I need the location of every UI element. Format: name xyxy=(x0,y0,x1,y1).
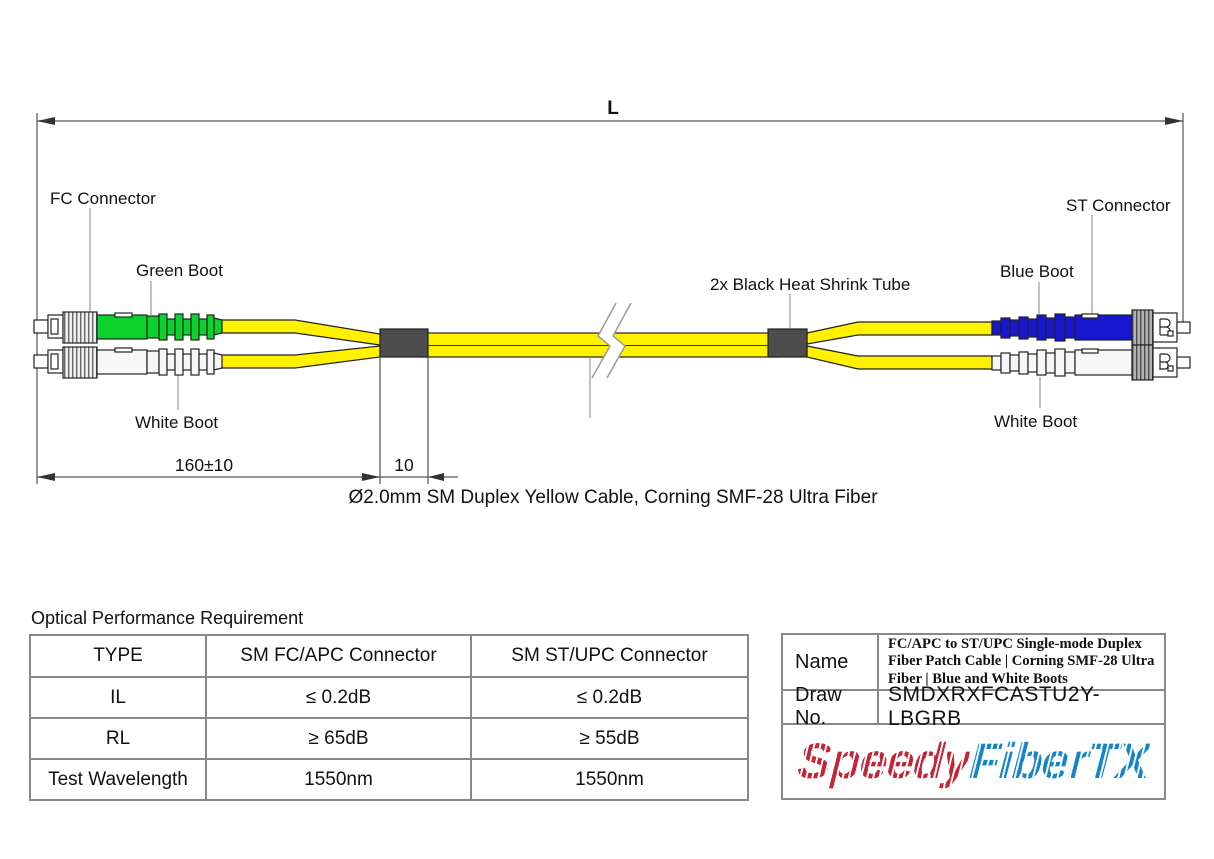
cable-drawing: L xyxy=(33,98,1191,508)
fc-key-notch xyxy=(114,347,133,353)
column-header: TYPE xyxy=(29,634,207,678)
table-row: RL ≥ 65dB ≥ 55dB xyxy=(29,717,749,760)
fc-value: 1550nm xyxy=(205,758,472,801)
table-row: IL ≤ 0.2dB ≤ 0.2dB xyxy=(29,676,749,719)
fc-knurled-nut xyxy=(62,311,98,344)
st-key-notch xyxy=(1081,348,1099,354)
draw-no-value: SMDXRXFCASTU2Y-LBGRB xyxy=(888,683,1101,730)
arrow-right-icon xyxy=(1165,117,1183,125)
dim-10-label: 10 xyxy=(394,455,414,475)
column-header: SM ST/UPC Connector xyxy=(470,634,749,678)
arrow-left-icon xyxy=(37,117,55,125)
st-value: ≥ 55dB xyxy=(470,717,749,760)
st-value: 1550nm xyxy=(470,758,749,801)
st-connector-white xyxy=(991,344,1191,381)
cable-caption: Ø2.0mm SM Duplex Yellow Cable, Corning S… xyxy=(348,487,878,508)
white-boot-and-body xyxy=(991,348,1133,377)
green-body-and-boot xyxy=(96,313,223,341)
white-body-and-boot xyxy=(96,348,223,376)
fc-connector-white xyxy=(33,346,223,379)
heat-shrink-label: 2x Black Heat Shrink Tube xyxy=(710,275,910,294)
st-bayonet-collar xyxy=(1131,344,1154,381)
st-key-notch xyxy=(1081,313,1099,319)
arrow-left-icon xyxy=(37,473,55,481)
speedyfibertx-logo: SpeedyFiberTX xyxy=(796,732,1151,789)
left-cables xyxy=(219,319,381,369)
draw-no-label: Draw No. xyxy=(783,684,879,729)
fc-knurled-nut xyxy=(62,346,98,379)
performance-table: TYPE SM FC/APC Connector SM ST/UPC Conne… xyxy=(29,634,749,801)
part-labels: FC Connector Green Boot White Boot 2x Bl… xyxy=(50,189,1171,432)
white-boot-left-label: White Boot xyxy=(135,413,218,432)
white-boot-right-label: White Boot xyxy=(994,412,1077,431)
column-header: SM FC/APC Connector xyxy=(205,634,472,678)
logo-speedy-text: Speedy xyxy=(796,732,972,789)
st-ferrule-stub xyxy=(1176,356,1191,369)
blue-boot-and-body xyxy=(991,313,1133,342)
logo-row: SpeedyFiberTX xyxy=(783,725,1164,796)
length-dimension xyxy=(36,113,1184,484)
blue-boot-label: Blue Boot xyxy=(1000,262,1074,281)
dim-160-label: 160±10 xyxy=(175,455,234,475)
performance-table-title: Optical Performance Requirement xyxy=(31,608,304,628)
row-type: Test Wavelength xyxy=(29,758,207,801)
right-cables xyxy=(806,321,993,370)
st-bayonet-collar xyxy=(1131,309,1154,346)
arrow-left-icon xyxy=(428,473,444,481)
st-ferrule-stub xyxy=(1176,321,1191,334)
fc-connector-green xyxy=(33,311,223,344)
fc-connector-label: FC Connector xyxy=(50,189,156,208)
logo-fibertx-text: FiberTX xyxy=(967,732,1151,789)
st-value: ≤ 0.2dB xyxy=(470,676,749,719)
row-type: IL xyxy=(29,676,207,719)
leader-lines xyxy=(89,208,1093,418)
title-block: Name FC/APC to ST/UPC Single-mode Duplex… xyxy=(781,633,1166,800)
table-row: Test Wavelength 1550nm 1550nm xyxy=(29,758,749,801)
length-label: L xyxy=(607,98,619,119)
arrow-right-icon xyxy=(362,473,380,481)
fc-value: ≥ 65dB xyxy=(205,717,472,760)
row-type: RL xyxy=(29,717,207,760)
draw-no-row: Draw No. SMDXRXFCASTU2Y-LBGRB xyxy=(783,683,1164,730)
st-connector-blue xyxy=(991,309,1191,346)
green-boot-label: Green Boot xyxy=(136,261,223,280)
name-row: Name FC/APC to ST/UPC Single-mode Duplex… xyxy=(783,635,1164,691)
fc-value: ≤ 0.2dB xyxy=(205,676,472,719)
bottom-dimensions xyxy=(37,357,458,484)
name-value: FC/APC to ST/UPC Single-mode Duplex Fibe… xyxy=(888,635,1155,687)
heat-shrink-tubes xyxy=(379,328,808,358)
break-symbol-icon xyxy=(591,302,632,379)
st-connector-label: ST Connector xyxy=(1066,196,1171,215)
name-label: Name xyxy=(783,635,879,689)
fc-key-notch xyxy=(114,312,133,318)
table-header-row: TYPE SM FC/APC Connector SM ST/UPC Conne… xyxy=(29,634,749,678)
